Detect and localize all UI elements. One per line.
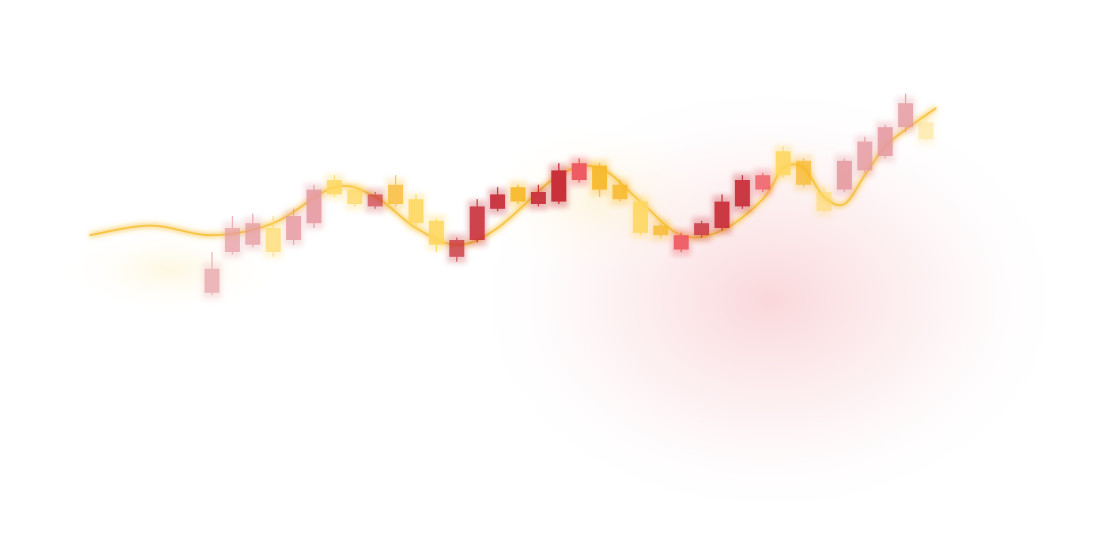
candle-body xyxy=(408,199,424,224)
candle xyxy=(630,195,650,239)
candle-body xyxy=(469,206,485,240)
candle-body xyxy=(551,170,567,202)
candle xyxy=(508,181,528,208)
candle-body xyxy=(571,163,587,180)
candle xyxy=(712,194,732,234)
candle-body xyxy=(673,235,689,250)
candle xyxy=(263,216,283,258)
candle-glow xyxy=(916,116,936,146)
candle xyxy=(528,184,548,210)
candle xyxy=(324,174,344,201)
candle-body xyxy=(714,201,730,228)
candle-body xyxy=(530,192,546,204)
candle-body xyxy=(857,141,873,171)
candle-body xyxy=(490,194,506,209)
candle xyxy=(855,135,875,177)
candle xyxy=(773,145,793,182)
candle-body xyxy=(428,220,444,245)
candle xyxy=(814,186,834,218)
candle xyxy=(916,116,936,146)
candle-body xyxy=(796,160,812,185)
candle-body xyxy=(510,187,526,202)
candle xyxy=(488,187,508,215)
candle-body xyxy=(367,194,383,207)
candle xyxy=(569,157,589,186)
candle xyxy=(202,252,222,299)
candle xyxy=(896,93,916,134)
candle-body xyxy=(204,268,220,293)
candle-body xyxy=(898,103,914,128)
candle xyxy=(386,175,406,210)
candle xyxy=(610,178,630,206)
candle xyxy=(651,219,671,242)
candle xyxy=(671,229,691,256)
candle xyxy=(834,154,854,196)
candle-body xyxy=(632,201,648,233)
candle-body xyxy=(734,180,750,207)
candle xyxy=(590,159,610,197)
candle-body xyxy=(836,160,852,190)
candle xyxy=(222,216,242,258)
candle xyxy=(794,154,814,191)
candle xyxy=(692,217,712,242)
candle-body xyxy=(326,180,342,195)
candle-body xyxy=(388,184,404,204)
candle xyxy=(284,208,304,246)
candle-body xyxy=(694,223,710,236)
background-glow xyxy=(60,80,1070,520)
candle-body xyxy=(592,165,608,190)
candle-body xyxy=(286,216,302,240)
candle-body xyxy=(816,192,832,212)
candle-body xyxy=(306,189,322,224)
candle xyxy=(875,121,895,162)
candle-body xyxy=(877,127,893,156)
candle xyxy=(304,183,324,230)
candle xyxy=(753,169,773,196)
candle-body xyxy=(612,184,628,200)
candle-body xyxy=(918,122,934,140)
candle xyxy=(426,214,446,252)
candle-body xyxy=(347,189,363,204)
candle xyxy=(243,213,263,251)
candle xyxy=(732,174,752,213)
candle xyxy=(467,199,487,246)
candle-body xyxy=(653,225,669,236)
candle xyxy=(345,183,365,210)
candle xyxy=(447,234,467,263)
candle xyxy=(365,188,385,213)
candle-body xyxy=(265,228,281,252)
candle-body xyxy=(245,223,261,245)
candle-body xyxy=(775,151,791,176)
candle xyxy=(549,163,569,208)
candle-body xyxy=(755,175,771,190)
candle xyxy=(406,193,426,230)
candle-body xyxy=(449,240,465,257)
candle-body xyxy=(224,228,240,252)
